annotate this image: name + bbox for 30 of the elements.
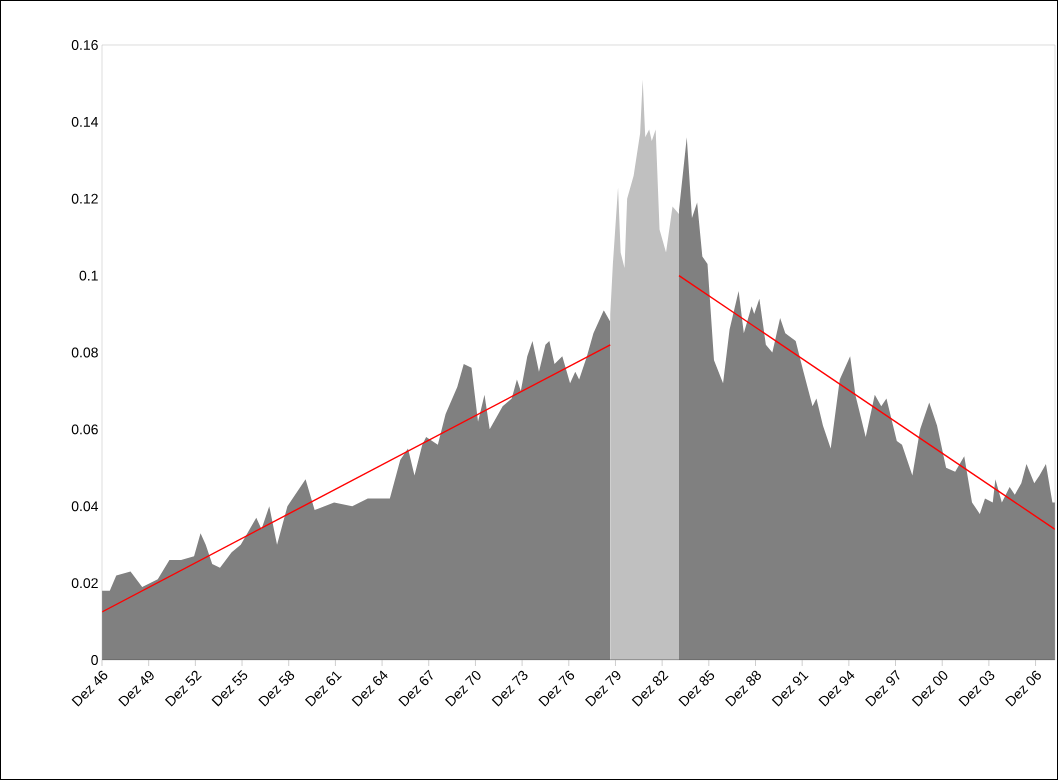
x-tick-label: Dez 94 — [818, 670, 855, 707]
y-tick-label: 0.06 — [71, 424, 98, 435]
y-tick-label: 0 — [91, 655, 98, 665]
y-tick-label: 0.1 — [79, 270, 98, 281]
x-tick-label: Dez 85 — [678, 670, 715, 707]
y-tick-label: 0.02 — [71, 578, 98, 589]
x-tick-label: Dez 46 — [71, 670, 108, 707]
x-tick-label: Dez 03 — [958, 670, 995, 707]
y-tick-label: 0.16 — [71, 40, 98, 50]
x-tick-label: Dez 73 — [491, 670, 528, 707]
x-tick-label: Dez 97 — [865, 669, 900, 707]
x-tick-label: Dez 55 — [211, 669, 248, 707]
x-tick-label: Dez 64 — [351, 670, 388, 707]
y-tick-label: 0.04 — [71, 501, 99, 512]
y-tick-label: 0.14 — [71, 116, 99, 127]
x-tick-label: Dez 06 — [1005, 670, 1041, 707]
x-tick-label: Dez 67 — [398, 669, 433, 707]
x-tick-label: Dez 52 — [164, 670, 202, 707]
x-tick-label: Dez 82 — [631, 670, 669, 707]
x-tick-label: Dez 91 — [771, 671, 809, 707]
x-tick-label: Dez 61 — [304, 671, 342, 707]
y-tick-label: 0.12 — [71, 193, 98, 204]
x-tick-label: Dez 58 — [258, 670, 295, 707]
x-tick-label: Dez 88 — [725, 670, 761, 707]
x-tick-label: Dez 76 — [538, 670, 575, 707]
x-tick-label: Dez 49 — [118, 670, 154, 707]
y-tick-label: 0.08 — [71, 347, 98, 358]
x-tick-label: Dez 00 — [911, 670, 948, 707]
x-tick-label: Dez 79 — [585, 670, 621, 707]
x-tick-label: Dez 70 — [444, 670, 481, 707]
